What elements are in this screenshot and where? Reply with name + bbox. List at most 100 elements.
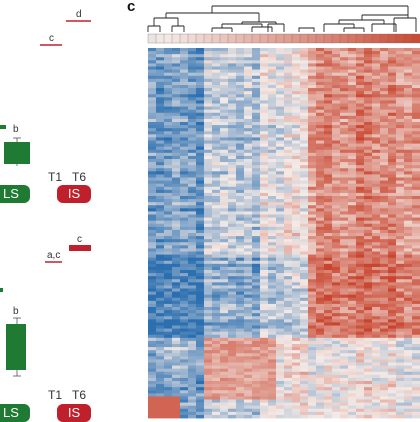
heatmap-cell: [228, 257, 237, 262]
heatmap-cell: [356, 205, 365, 209]
heatmap-cell: [316, 217, 325, 222]
heatmap-cell: [172, 189, 181, 194]
heatmap-cell: [356, 411, 365, 416]
heatmap-cell: [396, 402, 405, 407]
heatmap-cell: [172, 85, 181, 89]
heatmap-cell: [228, 347, 237, 351]
heatmap-cell: [180, 381, 189, 385]
heatmap-cell: [308, 103, 317, 107]
heatmap-cell: [204, 408, 213, 413]
heatmap-cell: [364, 180, 373, 185]
heatmap-cell: [300, 325, 309, 329]
heatmap-cell: [292, 384, 301, 388]
heatmap-cell: [244, 183, 253, 188]
heatmap-cell: [364, 325, 373, 329]
heatmap-cell: [300, 254, 309, 259]
heatmap-cell: [228, 189, 237, 194]
heatmap-cell: [364, 88, 373, 92]
heatmap-cell: [268, 54, 277, 58]
heatmap-cell: [284, 288, 293, 292]
heatmap-cell: [228, 146, 237, 151]
heatmap-cell: [212, 340, 221, 345]
heatmap-cell: [268, 100, 277, 104]
heatmap-cell: [148, 344, 157, 348]
heatmap-cell: [212, 162, 221, 166]
heatmap-cell: [156, 384, 165, 388]
heatmap-cell: [396, 285, 405, 289]
heatmap-cell: [172, 350, 181, 354]
heatmap-cell: [268, 75, 277, 80]
heatmap-cell: [204, 242, 213, 246]
heatmap-cell: [364, 402, 373, 407]
heatmap-cell: [404, 226, 413, 231]
bottom-ls-t1-box: [0, 288, 3, 292]
heatmap-cell: [188, 313, 197, 317]
heatmap-cell: [396, 152, 405, 157]
heatmap-cell: [364, 137, 373, 141]
heatmap-cell: [244, 266, 253, 271]
heatmap-cell: [172, 91, 181, 95]
heatmap-cell: [244, 140, 253, 144]
heatmap-cell: [388, 340, 397, 345]
heatmap-cell: [340, 350, 349, 354]
heatmap-cell: [244, 131, 253, 135]
heatmap-cell: [292, 285, 301, 289]
heatmap-cell: [380, 168, 389, 172]
heatmap-cell: [404, 220, 413, 225]
heatmap-cell: [388, 226, 397, 231]
heatmap-cell: [332, 285, 341, 289]
heatmap-cell: [252, 162, 261, 166]
heatmap-cell: [260, 297, 269, 302]
heatmap-cell: [172, 208, 181, 212]
heatmap-cell: [404, 162, 413, 166]
heatmap-cell: [356, 359, 365, 363]
heatmap-cell: [340, 294, 349, 299]
heatmap-cell: [372, 109, 381, 114]
heatmap-cell: [236, 365, 245, 370]
heatmap-cell: [324, 202, 333, 206]
heatmap-cell: [316, 162, 325, 166]
heatmap-cell: [292, 54, 301, 58]
heatmap-cell: [380, 100, 389, 104]
heatmap-cell: [156, 313, 165, 317]
heatmap-cell: [348, 402, 357, 407]
heatmap-cell: [156, 322, 165, 326]
heatmap-cell: [244, 273, 253, 277]
heatmap-cell: [364, 214, 373, 218]
heatmap-cell: [396, 159, 405, 163]
heatmap-cell: [396, 294, 405, 299]
heatmap-cell: [180, 362, 189, 366]
heatmap-cell: [236, 328, 245, 333]
heatmap-cell: [316, 186, 325, 191]
heatmap-cell: [244, 226, 253, 231]
heatmap-cell: [364, 285, 373, 289]
heatmap-cell: [148, 149, 157, 154]
heatmap-cell: [156, 325, 165, 329]
heatmap-cell: [308, 273, 317, 277]
heatmap-cell: [396, 307, 405, 311]
heatmap-cell: [212, 152, 221, 157]
heatmap-cell: [276, 183, 285, 188]
heatmap-cell: [260, 186, 269, 191]
heatmap-cell: [356, 260, 365, 265]
heatmap-cell: [188, 353, 197, 357]
heatmap-cell: [156, 356, 165, 360]
heatmap-cell: [324, 282, 333, 286]
heatmap-cell: [372, 168, 381, 172]
heatmap-cell: [380, 270, 389, 274]
heatmap-cell: [172, 331, 181, 336]
heatmap-cell: [308, 186, 317, 191]
heatmap-cell: [340, 340, 349, 345]
heatmap-cell: [188, 399, 197, 403]
heatmap-cell: [188, 297, 197, 302]
heatmap-cell: [268, 177, 277, 181]
heatmap-cell: [364, 405, 373, 410]
heatmap-cell: [340, 405, 349, 410]
heatmap-cell: [380, 393, 389, 397]
heatmap-cell: [404, 251, 413, 255]
heatmap-cell: [148, 112, 157, 117]
heatmap-cell: [212, 140, 221, 144]
heatmap-cell: [388, 208, 397, 212]
heatmap-cell: [212, 245, 221, 249]
heatmap-cell: [412, 196, 420, 200]
